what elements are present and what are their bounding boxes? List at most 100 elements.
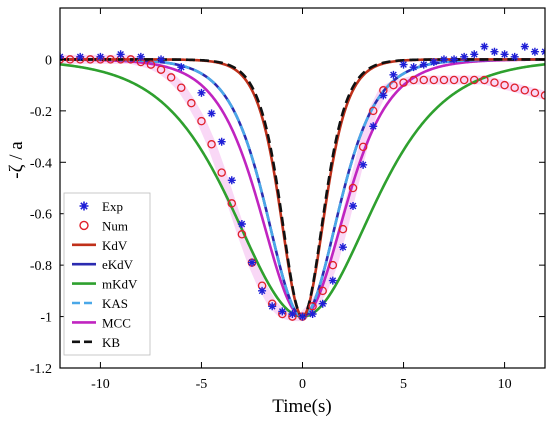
legend-label-num: Num (102, 218, 128, 233)
legend: Exp Num KdV eKdV mKdV KAS MCC KB (63, 192, 151, 356)
num-point (480, 75, 489, 85)
legend-marker-exp (79, 201, 89, 211)
y-tick-label: -0.6 (30, 208, 52, 223)
x-tick-label: -10 (91, 377, 110, 392)
y-tick-label: -1 (40, 311, 52, 326)
series-layer (60, 42, 545, 322)
num-point (187, 98, 196, 108)
num-point (86, 55, 95, 64)
num-point (126, 55, 135, 64)
exp-point (96, 52, 105, 61)
exp-point (207, 109, 216, 118)
num-point (348, 183, 358, 193)
exp-point (460, 52, 469, 61)
num-point (490, 78, 499, 87)
exp-point (136, 52, 145, 61)
exp-point (379, 91, 388, 100)
num-point (328, 260, 338, 270)
exp-point (288, 310, 297, 318)
num-point (176, 83, 186, 92)
legend-label-mcc: MCC (102, 315, 131, 330)
exp-point (227, 176, 236, 185)
num-point (358, 142, 368, 152)
exp-point (76, 52, 85, 61)
num-point (197, 116, 206, 126)
num-point (308, 302, 317, 311)
exp-point (157, 55, 166, 64)
y-axis-label: -ζ / a (6, 141, 27, 179)
num-point (510, 83, 519, 92)
exp-point (298, 312, 307, 321)
legend-label-mkdv: mKdV (102, 277, 138, 292)
exp-point (429, 58, 438, 66)
num-point (439, 75, 449, 85)
exp-point (308, 310, 317, 318)
exp-point (409, 63, 418, 72)
x-tick-label: 10 (498, 377, 512, 392)
exp-point (419, 60, 428, 69)
exp-point (177, 63, 186, 72)
exp-point (349, 202, 358, 210)
exp-point (197, 88, 206, 97)
exp-point (389, 70, 398, 79)
num-point (65, 55, 75, 64)
num-point (237, 230, 247, 239)
num-point (166, 73, 176, 82)
num-point (459, 75, 469, 85)
num-point (500, 80, 509, 90)
num-point (449, 75, 459, 85)
exp-point (328, 276, 337, 285)
exp-point (510, 52, 519, 61)
num-point (106, 55, 115, 64)
num-point (146, 60, 156, 69)
exp-point (490, 47, 499, 56)
legend-label-ekdv: eKdV (102, 257, 134, 272)
num-point (409, 75, 418, 85)
exp-point (338, 243, 347, 252)
legend-label-exp: Exp (102, 199, 123, 214)
num-point (470, 75, 479, 85)
legend-label-kb: KB (102, 335, 120, 350)
exp-point (439, 55, 448, 64)
exp-point (480, 42, 489, 51)
y-tick-label: 0 (45, 53, 52, 68)
exp-point (237, 220, 246, 228)
exp-point (258, 286, 267, 295)
exp-point (247, 258, 256, 267)
num-point (207, 140, 216, 149)
num-point (318, 286, 327, 296)
exp-point (217, 137, 226, 146)
exp-point (450, 55, 459, 64)
x-tick-label: 5 (400, 377, 407, 392)
num-point (530, 88, 540, 98)
y-tick-label: -0.8 (30, 259, 52, 274)
num-point (419, 75, 428, 85)
num-point (540, 91, 545, 100)
exp-point (278, 307, 287, 316)
exp-point (530, 47, 539, 56)
num-point (368, 106, 378, 116)
exp-point (470, 50, 479, 59)
num-point (156, 65, 166, 74)
num-point (389, 80, 398, 90)
y-tick-label: -0.2 (30, 105, 52, 120)
legend-box (63, 192, 151, 356)
legend-label-kas: KAS (102, 296, 128, 311)
num-point (429, 75, 439, 85)
num-point (520, 86, 530, 95)
num-point (399, 78, 408, 87)
ticks-layer: -10 -5 0 5 10 0 -0.2 -0.4 -0.6 -0.8 -1 -1.2 (30, 8, 545, 392)
num-point (217, 168, 226, 177)
legend-marker-num (79, 220, 89, 231)
exp-point (268, 302, 277, 311)
exp-point (399, 60, 408, 69)
exp-point (520, 42, 529, 51)
exp-point (500, 50, 509, 59)
x-tick-label: 0 (299, 377, 306, 392)
exp-point (318, 299, 327, 308)
exp-point (359, 160, 368, 169)
num-point (338, 224, 348, 234)
exp-point (369, 122, 378, 131)
